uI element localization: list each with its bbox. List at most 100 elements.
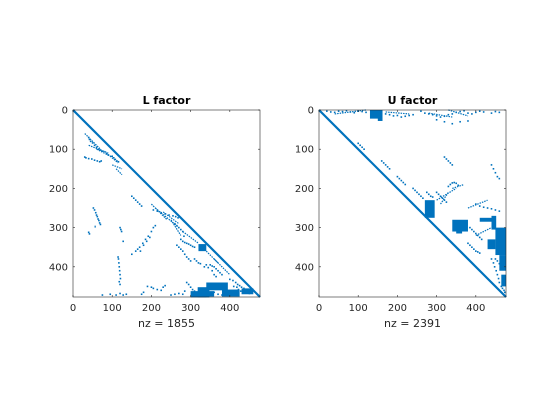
nonzero-point — [119, 226, 121, 229]
nonzero-point — [420, 195, 422, 198]
nonzero-point — [478, 252, 481, 254]
nonzero-point — [492, 262, 495, 264]
x-tick-label: 200 — [388, 303, 407, 314]
nonzero-point — [490, 258, 493, 260]
x-tick-label: 400 — [466, 303, 485, 314]
nonzero-point — [494, 209, 497, 211]
nonzero-point — [217, 293, 219, 296]
nonzero-block — [206, 282, 228, 291]
diagonal-band — [72, 109, 261, 298]
nonzero-point — [471, 228, 473, 231]
nonzero-point — [459, 120, 461, 123]
nonzero-point — [99, 223, 102, 226]
nonzero-point — [449, 162, 452, 164]
nonzero-point — [221, 294, 223, 296]
nonzero-point — [97, 148, 100, 151]
nonzero-point — [240, 286, 243, 288]
nonzero-point — [478, 236, 481, 239]
nonzero-point — [443, 115, 446, 118]
nonzero-point — [447, 113, 450, 116]
nonzero-point — [142, 291, 145, 294]
nonzero-point — [174, 215, 177, 218]
nonzero-point — [109, 293, 112, 296]
nonzero-segment — [467, 199, 488, 209]
nonzero-point — [386, 166, 389, 168]
nonzero-block — [424, 200, 435, 218]
nonzero-point — [244, 289, 247, 292]
nonzero-point — [341, 110, 344, 113]
diagonal-band — [318, 109, 507, 298]
nonzero-block — [452, 219, 468, 232]
nonzero-point — [164, 284, 166, 287]
nonzero-point — [213, 291, 215, 294]
y-tick-label: 0 — [308, 106, 314, 117]
x-tick-label: 0 — [316, 303, 322, 314]
nonzero-point — [120, 230, 123, 233]
nonzero-point — [363, 148, 365, 151]
x-tick-label: 300 — [181, 303, 200, 314]
nonzero-point — [209, 294, 212, 296]
nonzero-point — [469, 244, 471, 247]
nonzero-point — [236, 286, 238, 288]
nonzero-point — [101, 150, 104, 152]
nonzero-point — [471, 113, 473, 115]
nonzero-point — [96, 215, 99, 218]
nonzero-point — [420, 110, 422, 112]
nonzero-segment — [213, 258, 231, 276]
nonzero-point — [503, 289, 505, 292]
nonzero-segment — [475, 227, 492, 236]
nonzero-point — [498, 111, 501, 114]
nonzero-point — [99, 149, 102, 151]
nonzero-point — [119, 292, 121, 295]
nonzero-point — [141, 242, 144, 245]
nonzero-point — [501, 287, 504, 290]
nonzero-point — [496, 260, 499, 262]
nonzero-point — [88, 233, 91, 235]
nonzero-point — [96, 160, 99, 162]
nonzero-point — [93, 159, 96, 161]
nonzero-point — [152, 287, 155, 290]
nonzero-point — [213, 273, 215, 276]
nonzero-point — [146, 285, 149, 288]
x-tick-label: 300 — [427, 303, 446, 314]
nonzero-point — [134, 250, 137, 252]
nonzero-point — [211, 269, 213, 272]
nonzero-point — [120, 228, 122, 231]
nonzero-segment — [385, 111, 410, 115]
nonzero-point — [412, 113, 414, 116]
nonzero-point — [248, 292, 251, 295]
nonzero-point — [211, 265, 213, 267]
nonzero-point — [467, 242, 469, 245]
nonzero-point — [162, 286, 164, 288]
nonzero-point — [345, 109, 348, 112]
nonzero-point — [94, 211, 97, 214]
nonzero-block — [491, 215, 497, 230]
nonzero-point — [150, 230, 153, 233]
nonzero-point — [177, 217, 179, 219]
nonzero-point — [496, 273, 499, 276]
nonzero-point — [480, 238, 483, 241]
nonzero-point — [326, 110, 328, 112]
nonzero-point — [439, 116, 442, 118]
nonzero-point — [333, 111, 336, 114]
x-axis-label: nz = 2391 — [384, 317, 441, 330]
nonzero-point — [441, 197, 444, 200]
nonzero-point — [467, 120, 469, 122]
nonzero-point — [114, 158, 117, 161]
nonzero-point — [486, 207, 489, 209]
nonzero-point — [122, 240, 124, 243]
nonzero-point — [187, 258, 190, 260]
nonzero-point — [98, 219, 100, 222]
nonzero-point — [183, 253, 186, 256]
nonzero-point — [495, 269, 497, 272]
nonzero-point — [89, 140, 92, 143]
nonzero-point — [427, 113, 430, 115]
nonzero-point — [98, 160, 101, 163]
nonzero-point — [119, 277, 122, 280]
nonzero-point — [494, 258, 497, 260]
nonzero-point — [443, 156, 446, 158]
nonzero-point — [92, 207, 95, 209]
nonzero-point — [180, 238, 182, 241]
nonzero-point — [87, 157, 90, 160]
nonzero-point — [453, 181, 456, 184]
